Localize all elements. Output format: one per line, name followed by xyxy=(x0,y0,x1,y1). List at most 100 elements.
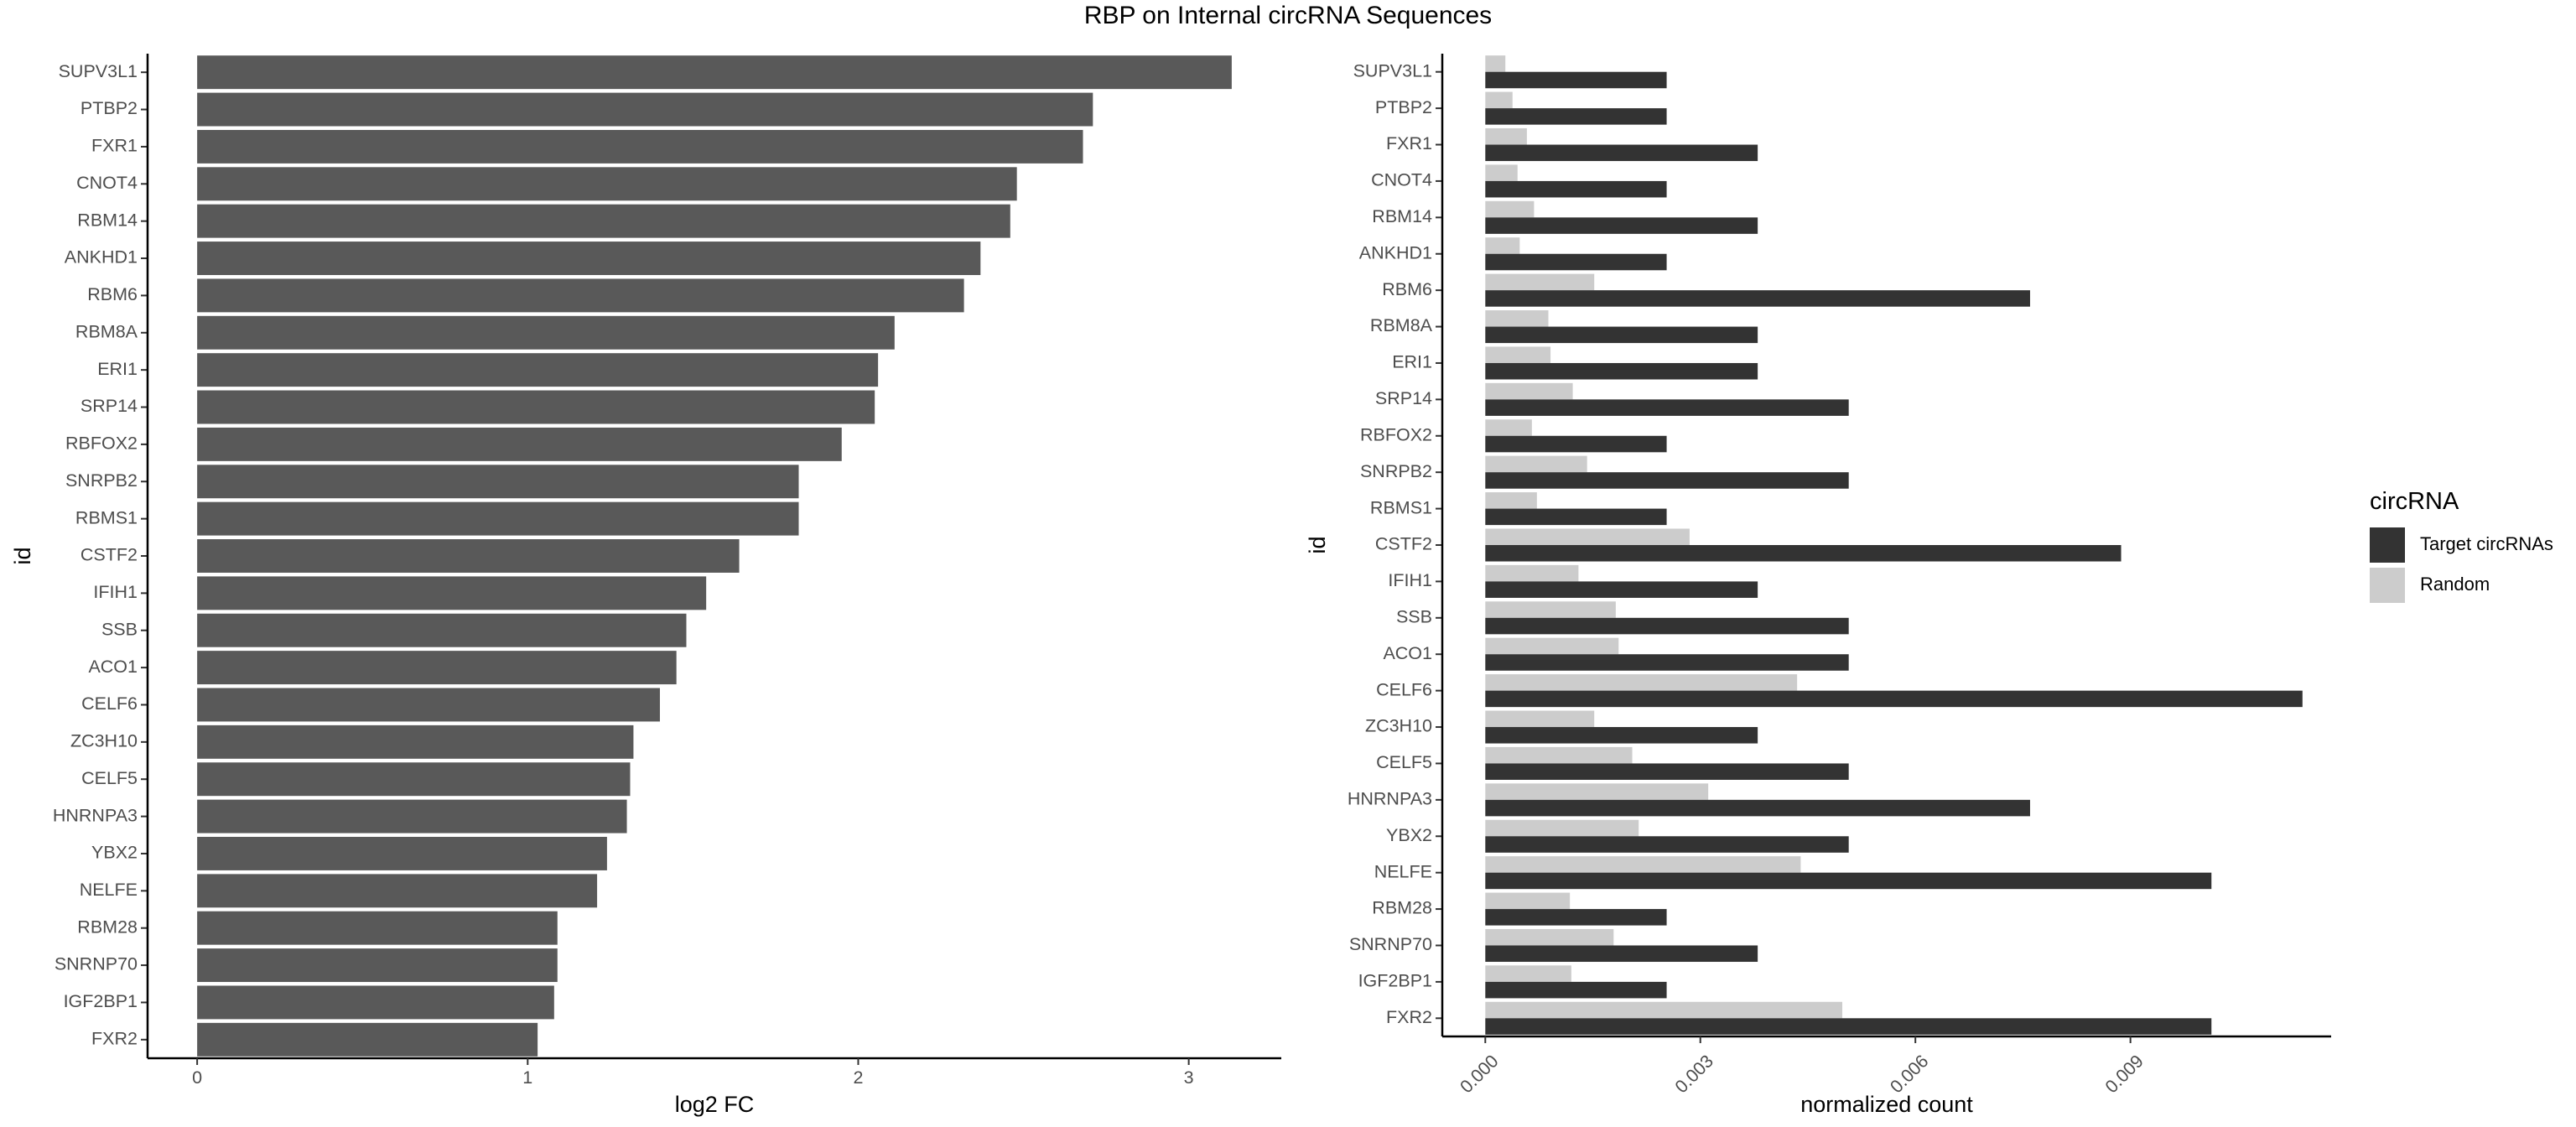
bar-random-rbm6 xyxy=(1485,273,1595,291)
y-tick-label-celf6: CELF6 xyxy=(1376,679,1432,699)
y-tick-label-fxr1: FXR1 xyxy=(1386,133,1432,153)
legend-label-random: Random xyxy=(2420,574,2490,595)
bar-log2fc-rbm28 xyxy=(197,911,558,945)
bar-target-rbm28 xyxy=(1485,909,1667,926)
chart-title: RBP on Internal circRNA Sequences xyxy=(1083,2,1493,29)
bar-random-celf6 xyxy=(1485,674,1798,691)
left-panel-log2fc: SUPV3L1 PTBP2 FXR1 CNOT4 RBM14 ANKHD1 RBM6 RBM8… xyxy=(10,54,1281,1117)
bar-log2fc-fxr2 xyxy=(197,1022,538,1057)
bar-random-zc3h10 xyxy=(1485,710,1595,728)
bar-target-snrpb2 xyxy=(1485,472,1849,489)
y-tick-label-snrpb2: SNRPB2 xyxy=(65,470,138,491)
y-tick-label-cnot4: CNOT4 xyxy=(76,173,138,193)
y-tick-label-celf5: CELF5 xyxy=(1376,752,1432,772)
bar-random-rbfox2 xyxy=(1485,419,1532,436)
y-tick-label-ifih1: IFIH1 xyxy=(1388,570,1432,590)
bar-random-hnrnpa3 xyxy=(1485,783,1709,800)
y-tick-label-ptbp2: PTBP2 xyxy=(80,98,138,118)
bar-target-rbm14 xyxy=(1485,217,1758,234)
bar-target-celf5 xyxy=(1485,763,1849,780)
x-axis-title: log2 FC xyxy=(675,1092,755,1117)
bar-target-snrnp70 xyxy=(1485,945,1758,963)
bar-log2fc-snrnp70 xyxy=(197,948,558,983)
y-tick-label-fxr2: FXR2 xyxy=(1386,1007,1432,1027)
bar-random-ptbp2 xyxy=(1485,91,1513,109)
bar-random-rbm14 xyxy=(1485,200,1535,218)
y-tick-label-ssb: SSB xyxy=(1396,606,1432,626)
legend-title: circRNA xyxy=(2370,488,2459,515)
bar-random-fxr1 xyxy=(1485,127,1527,145)
legend-label-target-circrnas: Target circRNAs xyxy=(2420,533,2553,554)
y-tick-label-ifih1: IFIH1 xyxy=(93,582,138,602)
bar-target-zc3h10 xyxy=(1485,727,1758,744)
y-tick-label-rbm8a: RBM8A xyxy=(1370,315,1433,335)
bar-random-fxr2 xyxy=(1485,1001,1842,1019)
y-tick-label-rbm6: RBM6 xyxy=(1382,279,1432,299)
bar-random-aco1 xyxy=(1485,637,1619,655)
bar-random-ifih1 xyxy=(1485,564,1579,582)
y-tick-label-cstf2: CSTF2 xyxy=(80,545,138,565)
y-axis-title: id xyxy=(10,547,35,564)
bar-random-srp14 xyxy=(1485,382,1573,400)
y-tick-label-snrnp70: SNRNP70 xyxy=(1349,934,1432,954)
y-tick-label-zc3h10: ZC3H10 xyxy=(70,731,138,751)
bar-target-ybx2 xyxy=(1485,836,1849,853)
bar-random-ssb xyxy=(1485,601,1616,618)
bar-log2fc-rbms1 xyxy=(197,501,799,536)
y-tick-label-fxr1: FXR1 xyxy=(91,136,138,156)
x-tick-label: 2 xyxy=(853,1067,863,1088)
bar-log2fc-rbm6 xyxy=(197,278,964,313)
bar-log2fc-ifih1 xyxy=(197,576,707,610)
y-tick-label-ptbp2: PTBP2 xyxy=(1375,97,1432,117)
bar-log2fc-ybx2 xyxy=(197,836,607,870)
x-axis-title: normalized count xyxy=(1800,1092,1973,1117)
y-tick-label-rbfox2: RBFOX2 xyxy=(1360,424,1432,444)
bar-log2fc-celf5 xyxy=(197,762,631,797)
y-tick-label-zc3h10: ZC3H10 xyxy=(1365,716,1432,736)
y-tick-label-igf2bp1: IGF2BP1 xyxy=(64,991,138,1011)
bar-random-eri1 xyxy=(1485,346,1551,363)
bar-log2fc-supv3l1 xyxy=(197,55,1232,90)
bar-random-igf2bp1 xyxy=(1485,965,1571,982)
bar-random-rbm8a xyxy=(1485,310,1549,327)
bar-log2fc-hnrnpa3 xyxy=(197,799,627,834)
bar-target-ssb xyxy=(1485,617,1849,635)
y-tick-label-fxr2: FXR2 xyxy=(91,1028,138,1048)
x-tick-label: 0.003 xyxy=(1671,1051,1717,1097)
y-tick-label-cstf2: CSTF2 xyxy=(1375,534,1432,554)
x-tick-label: 0.006 xyxy=(1886,1051,1932,1097)
y-tick-label-nelfe: NELFE xyxy=(80,880,138,900)
bar-random-ybx2 xyxy=(1485,819,1639,837)
y-tick-label-srp14: SRP14 xyxy=(80,396,138,416)
bar-random-supv3l1 xyxy=(1485,55,1506,72)
y-tick-label-hnrnpa3: HNRNPA3 xyxy=(53,805,138,825)
bar-log2fc-cstf2 xyxy=(197,539,740,573)
bar-log2fc-eri1 xyxy=(197,353,879,387)
y-tick-label-igf2bp1: IGF2BP1 xyxy=(1358,971,1432,991)
bar-target-rbms1 xyxy=(1485,508,1667,526)
bar-log2fc-cnot4 xyxy=(197,167,1017,201)
x-tick-label: 0 xyxy=(192,1067,202,1088)
bar-target-rbfox2 xyxy=(1485,435,1667,453)
y-tick-label-celf6: CELF6 xyxy=(81,693,138,714)
bar-target-ifih1 xyxy=(1485,581,1758,598)
right-panel-normalized-count: SUPV3L1 PTBP2 FXR1 CNOT4 RBM14 ANKHD1 RBM6 RBM8… xyxy=(1305,54,2331,1117)
y-tick-label-snrpb2: SNRPB2 xyxy=(1360,461,1432,481)
bar-target-rbm8a xyxy=(1485,326,1758,344)
y-tick-label-ssb: SSB xyxy=(101,619,138,639)
bar-log2fc-rbfox2 xyxy=(197,427,842,461)
y-tick-label-rbm14: RBM14 xyxy=(1372,206,1432,226)
y-tick-label-srp14: SRP14 xyxy=(1375,388,1432,408)
y-tick-label-celf5: CELF5 xyxy=(81,768,138,788)
bar-log2fc-nelfe xyxy=(197,874,598,908)
bar-log2fc-zc3h10 xyxy=(197,724,634,759)
x-tick-label: 1 xyxy=(522,1067,532,1088)
bar-log2fc-aco1 xyxy=(197,651,677,685)
y-tick-label-rbm28: RBM28 xyxy=(77,917,138,937)
bar-log2fc-ankhd1 xyxy=(197,242,981,276)
bar-target-srp14 xyxy=(1485,399,1849,416)
bar-random-cnot4 xyxy=(1485,164,1518,181)
y-tick-label-ankhd1: ANKHD1 xyxy=(1359,242,1432,262)
legend: circRNA Target circRNAs Random xyxy=(2370,488,2553,603)
